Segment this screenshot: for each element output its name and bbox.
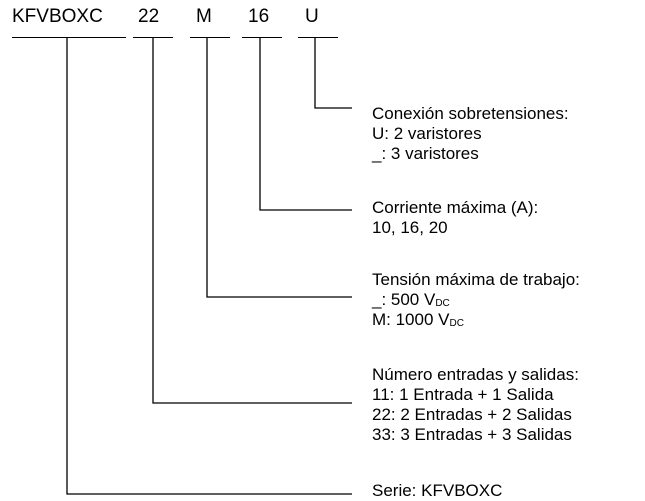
desc-voltage-title: Tensión máxima de trabajo: <box>372 270 580 289</box>
code-current-underline <box>242 37 282 38</box>
desc-io-title: Número entradas y salidas: <box>372 365 579 384</box>
desc-series-title: Serie: KFVBOXC <box>372 481 503 500</box>
desc-voltage-opt1-text: _: 500 V <box>372 290 436 309</box>
desc-io-opt3: 33: 3 Entradas + 3 Salidas <box>372 425 572 444</box>
desc-surge-opt2: _: 3 varistores <box>372 144 479 163</box>
desc-current-title: Corriente máxima (A): <box>372 198 539 217</box>
desc-io-opt2: 22: 2 Entradas + 2 Salidas <box>372 405 572 424</box>
desc-voltage-opt2-text: M: 1000 V <box>372 310 450 329</box>
desc-surge: Conexión sobretensiones: U: 2 varistores… <box>372 104 569 164</box>
desc-surge-title: Conexión sobretensiones: <box>372 104 569 123</box>
connector-current <box>259 37 352 211</box>
desc-voltage-opt1: _: 500 VDC <box>372 290 580 310</box>
code-series-underline <box>12 37 126 38</box>
code-surge-underline <box>298 37 338 38</box>
desc-current-opt1: 10, 16, 20 <box>372 218 448 237</box>
code-surge: U <box>305 6 319 27</box>
connector-io <box>152 37 352 404</box>
code-voltage: M <box>196 6 212 27</box>
desc-current: Corriente máxima (A): 10, 16, 20 <box>372 198 538 238</box>
desc-io: Número entradas y salidas: 11: 1 Entrada… <box>372 365 579 445</box>
connector-series <box>66 37 352 495</box>
code-io: 22 <box>138 6 160 27</box>
desc-io-opt1: 11: 1 Entrada + 1 Salida <box>372 385 554 404</box>
desc-voltage-opt1-sub: DC <box>435 298 450 309</box>
connector-surge <box>314 37 352 109</box>
desc-series: Serie: KFVBOXC <box>372 481 502 501</box>
desc-voltage-opt2-sub: DC <box>449 318 464 329</box>
code-voltage-underline <box>190 37 230 38</box>
desc-surge-opt1: U: 2 varistores <box>372 124 482 143</box>
code-current: 16 <box>248 6 270 27</box>
desc-voltage-opt2: M: 1000 VDC <box>372 310 580 330</box>
connector-voltage <box>206 37 352 298</box>
code-series: KFVBOXC <box>12 6 103 27</box>
desc-voltage: Tensión máxima de trabajo: _: 500 VDC M:… <box>372 270 580 330</box>
